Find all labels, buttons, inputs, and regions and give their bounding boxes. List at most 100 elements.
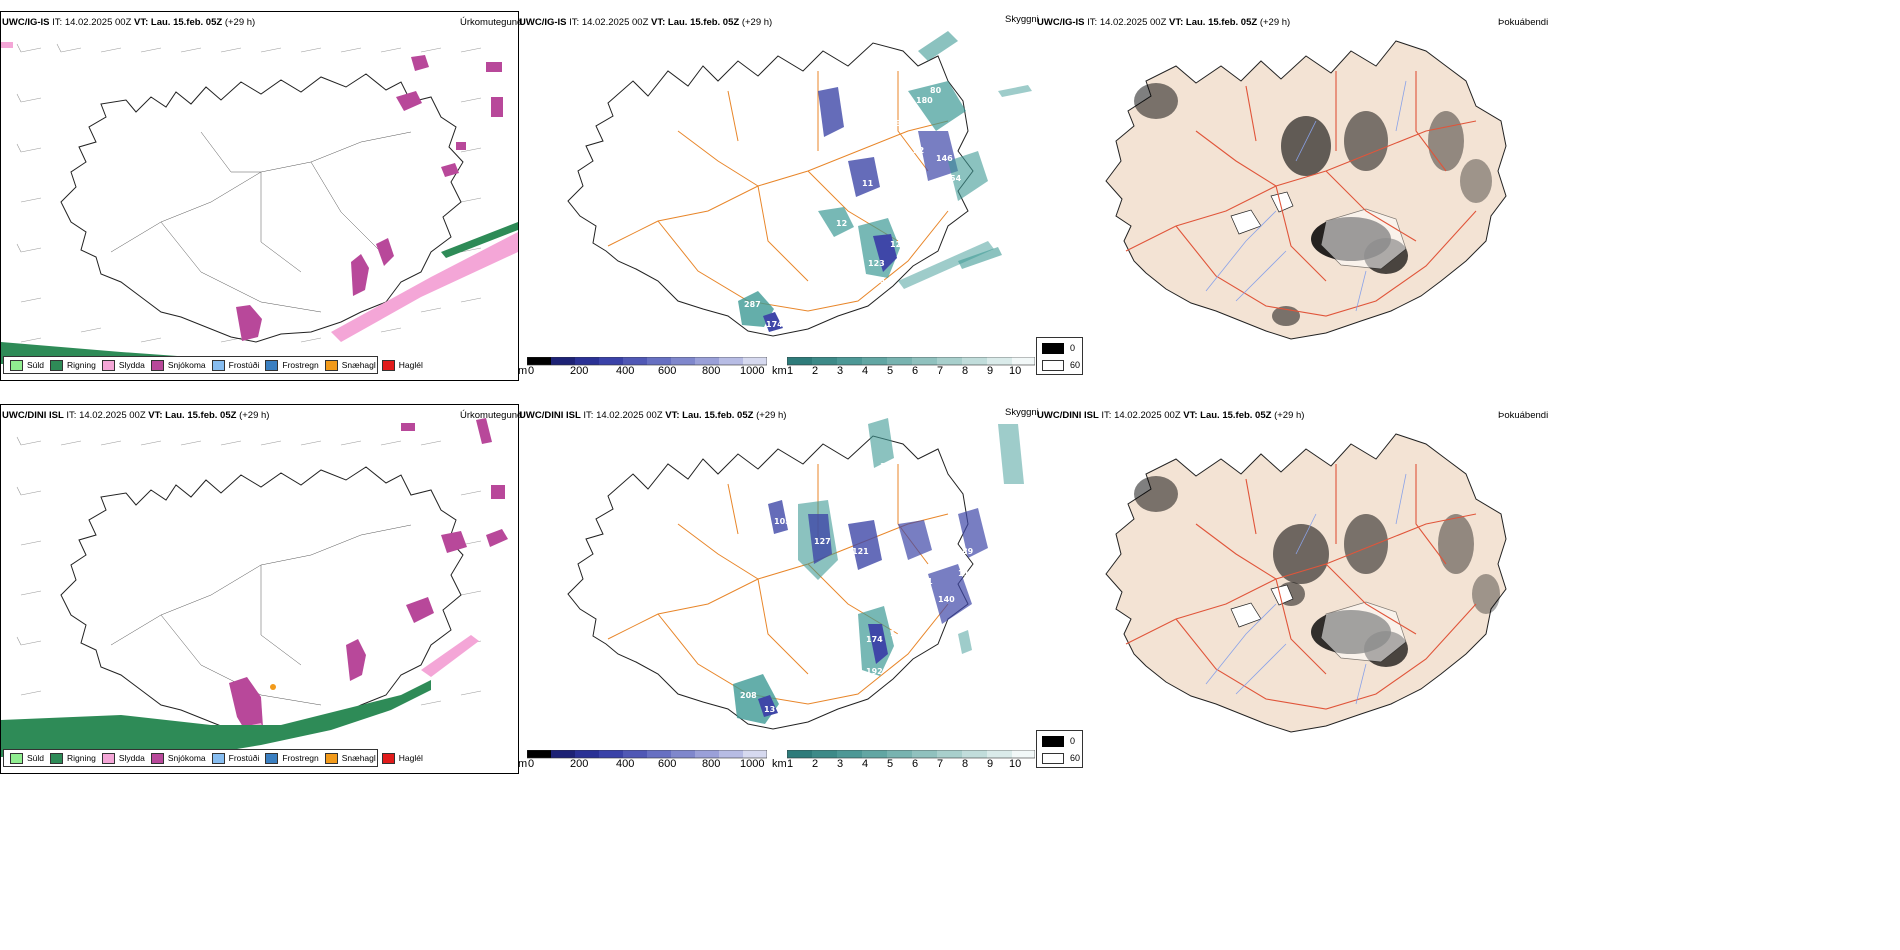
precip-title-2: UWC/DINI ISL IT: 14.02.2025 00Z VT: Lau.… — [2, 410, 269, 421]
precip-legend-1: Súld Rigning Slydda Snjókoma Frostúði Fr… — [3, 356, 423, 374]
legend-swatch — [50, 359, 64, 371]
precip-map-1 — [1, 42, 518, 364]
fog-panel-2 — [1036, 404, 1596, 749]
vis-tick: 10 — [1009, 758, 1022, 770]
legend-item: Haglél — [381, 752, 423, 764]
fog-label-dark: 0 — [1070, 736, 1076, 746]
vis-label: 13 — [764, 705, 775, 714]
fog-label-dark: 0 — [1070, 343, 1076, 353]
vis-tick: 7 — [937, 758, 944, 770]
vis-label: 54 — [950, 174, 962, 183]
lead-time: (+29 h) — [756, 410, 787, 421]
legend-label: Rigning — [67, 360, 96, 370]
model-name: UWC/IG-IS — [1037, 17, 1085, 28]
legend-swatch — [265, 752, 279, 764]
legend-label: Haglél — [398, 360, 423, 370]
visibility-title-2: UWC/DINI ISL IT: 14.02.2025 00Z VT: Lau.… — [519, 410, 786, 421]
vis-label: 192 — [866, 667, 883, 676]
vis-label: 127 — [814, 537, 831, 546]
legend-item: Slydda — [101, 359, 145, 371]
legend-swatch — [324, 752, 338, 764]
vt-value: Lau. 15.feb. 05Z — [667, 17, 740, 28]
legend-item: Slydda — [101, 752, 145, 764]
vis-tick: 8 — [962, 365, 969, 377]
vis-tick: 10 — [1009, 365, 1022, 377]
legend-label: Slydda — [118, 360, 145, 370]
legend-label: Súld — [27, 753, 45, 763]
legend-label: Snæhagl — [341, 753, 376, 763]
roads — [607, 464, 949, 705]
vt-value: Lau. 15.feb. 05Z — [150, 17, 223, 28]
vis-label: 124 — [890, 240, 907, 249]
visibility-map-2: 208 13 192 174 175 189 171 140 89 118 12… — [567, 418, 1024, 730]
lead-time: (+29 h) — [1274, 410, 1305, 421]
legend-label: Súld — [27, 360, 45, 370]
height-tick: 400 — [616, 758, 635, 770]
rain-areas — [1, 222, 518, 364]
vis-label: 174 — [866, 635, 883, 644]
legend-swatch — [150, 752, 164, 764]
it-value: 14.02.2025 00Z — [581, 17, 649, 28]
visibility-panel-2: 208 13 192 174 175 189 171 140 89 118 12… — [518, 404, 1035, 749]
fog-title-1: UWC/IG-IS IT: 14.02.2025 00Z VT: Lau. 15… — [1037, 17, 1290, 28]
legend-label: Rigning — [67, 753, 96, 763]
legend-swatch — [211, 359, 225, 371]
it-label: IT: — [1101, 410, 1112, 421]
vt-label: VT: — [651, 17, 666, 28]
height-unit-1: m — [518, 365, 528, 377]
vis-label: 11 — [862, 179, 874, 188]
height-colorbar-2 — [527, 750, 767, 759]
vis-tick: 2 — [812, 365, 819, 377]
visibility-colorbar-1 — [787, 357, 1035, 366]
roads — [110, 524, 412, 706]
it-label: IT: — [66, 410, 77, 421]
vis-tick: 5 — [887, 758, 894, 770]
vis-tick: 6 — [912, 758, 919, 770]
wind-barbs — [16, 436, 482, 706]
precip-title-1: UWC/IG-IS IT: 14.02.2025 00Z VT: Lau. 15… — [2, 17, 255, 28]
legend-item: Rigning — [50, 359, 96, 371]
vt-value: Lau. 15.feb. 05Z — [165, 410, 237, 421]
height-tick: 1000 — [740, 365, 765, 377]
legend-swatch — [381, 359, 395, 371]
vis-tick: 9 — [987, 365, 994, 377]
vis-tick: 2 — [812, 758, 819, 770]
height-tick: 200 — [570, 365, 589, 377]
vis-label: 22 — [913, 146, 924, 155]
it-label: IT: — [1087, 17, 1098, 28]
graupel-dot — [270, 684, 276, 690]
legend-label: Snjókoma — [167, 360, 206, 370]
vis-label: 89 — [962, 547, 974, 556]
legend-label: Frostregn — [282, 753, 319, 763]
vis-label: 80 — [930, 86, 942, 95]
fog-map-title-1: Þokuábendi — [1498, 17, 1549, 28]
vis-tick: 8 — [962, 758, 969, 770]
fog-swatch-dark — [1042, 736, 1064, 747]
legend-swatch — [50, 752, 64, 764]
fog-legend-2: 0 60 — [1036, 730, 1083, 768]
legend-label: Snjókoma — [167, 753, 206, 763]
vt-label: VT: — [1169, 17, 1184, 28]
legend-item: Frostúði — [211, 359, 259, 371]
rivers — [1205, 80, 1407, 312]
visibility-map-title-1: Skyggni — [1005, 14, 1039, 25]
legend-item: Súld — [10, 359, 45, 371]
vis-tick: 3 — [837, 365, 844, 377]
fog-label-light: 60 — [1070, 360, 1081, 370]
vis-label: 175 — [890, 629, 907, 638]
legend-swatch — [10, 752, 23, 764]
vis-tick: 3 — [837, 758, 844, 770]
legend-item: Snjókoma — [150, 752, 206, 764]
vis-label: 174 — [766, 320, 783, 329]
vis-label: 112 — [913, 189, 930, 198]
it-value: 14.02.2025 00Z — [79, 410, 146, 421]
it-value: 14.02.2025 00Z — [596, 410, 663, 421]
vis-tick: 5 — [887, 365, 894, 377]
vis-label: 287 — [744, 300, 761, 309]
it-label: IT: — [52, 17, 63, 28]
vis-tick: 4 — [862, 758, 869, 770]
vt-label: VT: — [148, 410, 163, 421]
lead-time: (+29 h) — [239, 410, 270, 421]
it-value: 14.02.2025 00Z — [1099, 17, 1167, 28]
wind-barbs — [16, 43, 482, 343]
